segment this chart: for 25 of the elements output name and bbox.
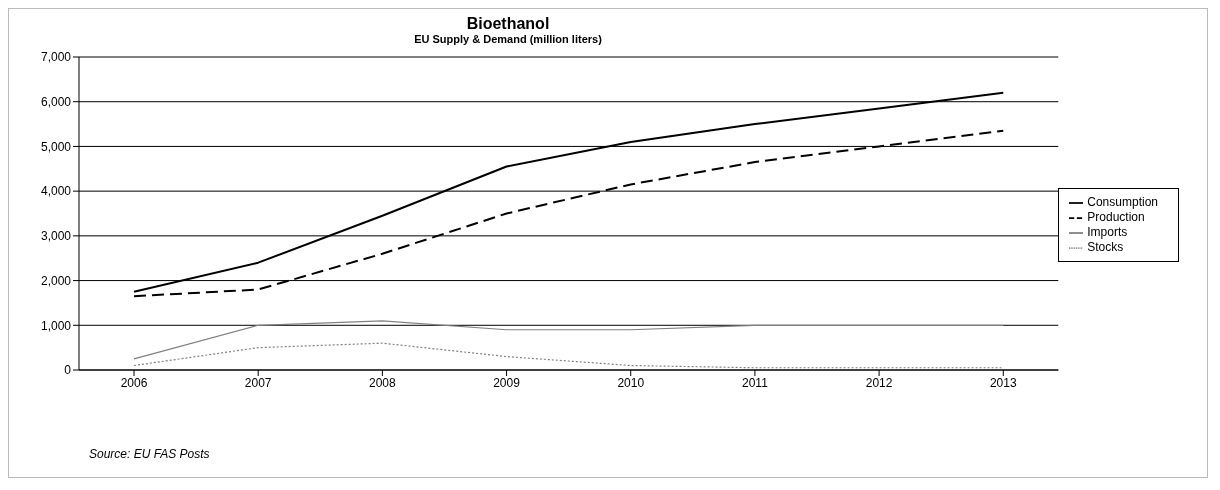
x-tick-label: 2012 <box>865 375 893 390</box>
y-tick-label: 7,000 <box>40 50 72 65</box>
y-tick-label: 6,000 <box>40 94 72 109</box>
y-tick-label: 2,000 <box>40 273 72 288</box>
legend-label: Consumption <box>1087 195 1158 210</box>
x-tick-label: 2006 <box>120 375 148 390</box>
x-tick-label: 2011 <box>742 375 769 390</box>
y-tick-label: 5,000 <box>40 139 72 154</box>
chart-subtitle: EU Supply & Demand (million liters) <box>413 33 603 45</box>
y-tick-label: 0 <box>64 363 72 378</box>
y-tick-label: 1,000 <box>40 318 72 333</box>
line-series <box>133 320 1004 360</box>
x-tick-label: 2008 <box>369 375 397 390</box>
x-tick-label: 2009 <box>493 375 521 390</box>
x-tick-label: 2010 <box>617 375 645 390</box>
x-tick-label: 2007 <box>244 375 272 390</box>
x-tick-label: 2013 <box>989 375 1017 390</box>
legend-label: Imports <box>1087 225 1128 239</box>
line-series <box>133 342 1004 369</box>
legend-label: Production <box>1087 210 1145 225</box>
legend-label: Stocks <box>1087 239 1124 254</box>
source-note: Source: EU FAS Posts <box>89 447 210 461</box>
y-tick-label: 3,000 <box>40 229 72 244</box>
y-tick-label: 4,000 <box>40 184 72 199</box>
chart-title: Bioethanol <box>465 15 551 33</box>
